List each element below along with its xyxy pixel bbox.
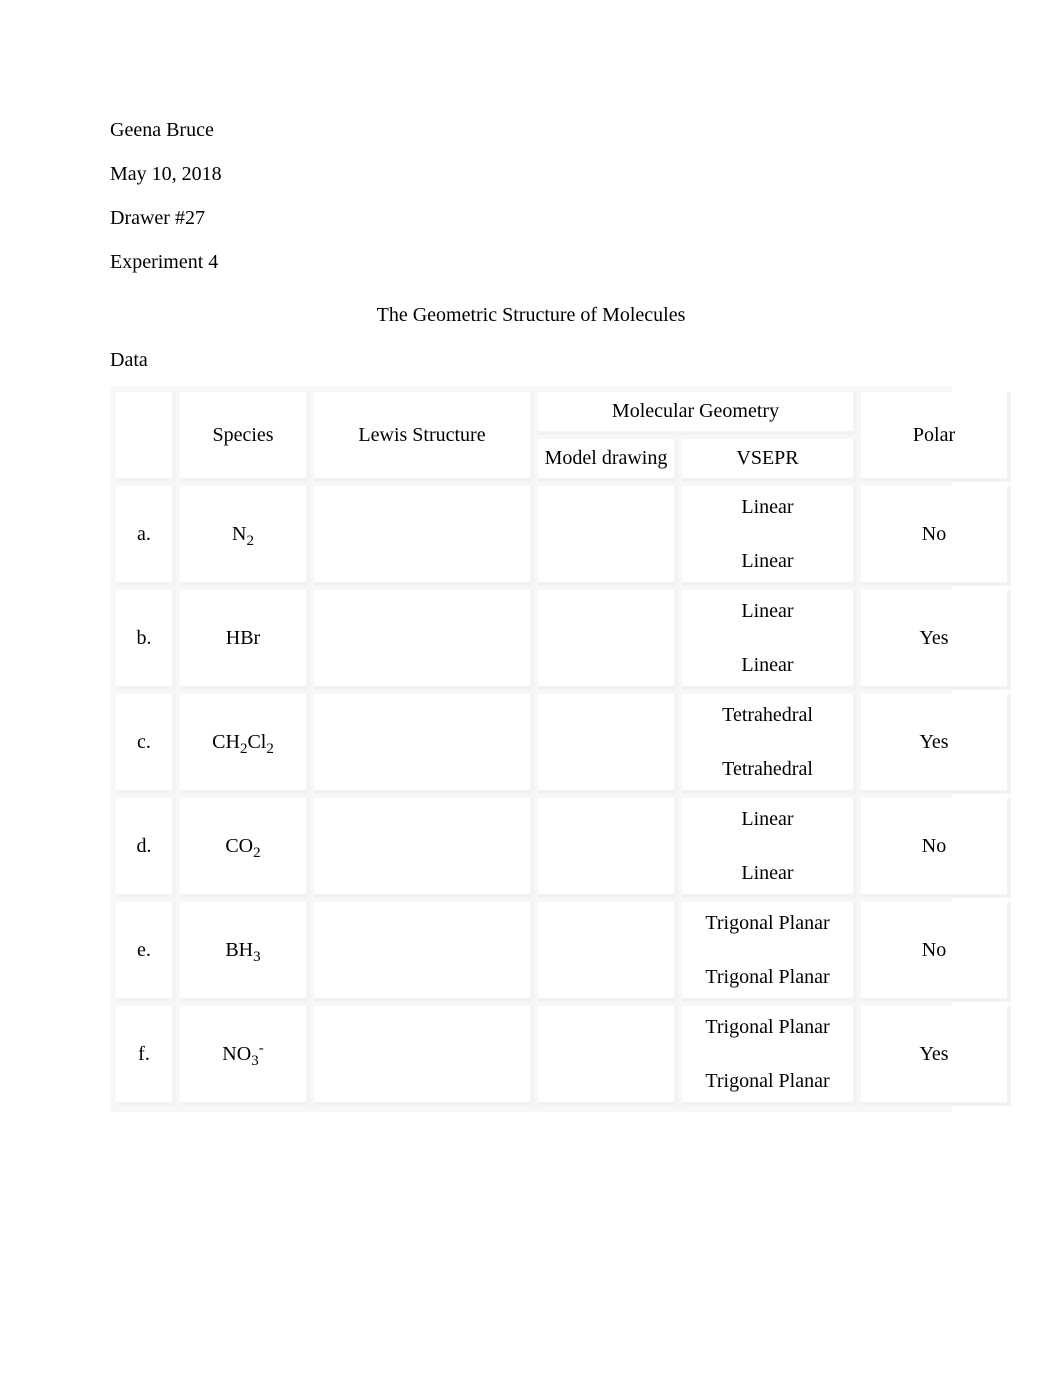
lewis-cell [314,798,534,898]
col-header-vsepr: VSEPR [682,439,857,482]
table-row: d.CO2 Linear Linear No [116,798,1011,898]
vsepr-bottom: Linear [688,652,847,678]
table-header: Species Lewis Structure Molecular Geomet… [116,392,1011,482]
polar-cell: No [861,902,1011,1002]
vsepr-cell: Linear Linear [682,590,857,690]
row-index: d. [116,798,176,898]
species-cell: BH3 [180,902,310,1002]
col-header-idx [116,392,176,482]
table-row: b.HBr Linear Linear Yes [116,590,1011,690]
vsepr-top: Linear [688,806,847,832]
vsepr-cell: Trigonal Planar Trigonal Planar [682,1006,857,1106]
data-table: Species Lewis Structure Molecular Geomet… [112,388,1015,1110]
date-line: May 10, 2018 [110,154,952,194]
polar-cell: Yes [861,1006,1011,1106]
model-cell [538,1006,678,1106]
row-index: c. [116,694,176,794]
vsepr-cell: Tetrahedral Tetrahedral [682,694,857,794]
polar-cell: Yes [861,590,1011,690]
section-heading: Data [110,349,952,372]
vsepr-cell: Linear Linear [682,798,857,898]
col-group-molecular-geometry: Molecular Geometry [538,392,857,435]
vsepr-bottom: Tetrahedral [688,756,847,782]
vsepr-top: Linear [688,494,847,520]
row-index: a. [116,486,176,586]
lewis-cell [314,486,534,586]
row-index: b. [116,590,176,690]
model-cell [538,694,678,794]
species-cell: CO2 [180,798,310,898]
experiment-line: Experiment 4 [110,242,952,282]
vsepr-top: Linear [688,598,847,624]
model-cell [538,798,678,898]
model-cell [538,902,678,1002]
species-cell: HBr [180,590,310,690]
row-index: f. [116,1006,176,1106]
table-body: a.N2LinearLinearNob.HBrLinearLinearYesc.… [116,486,1011,1106]
species-cell: N2 [180,486,310,586]
row-index: e. [116,902,176,1002]
model-cell [538,486,678,586]
col-header-polar: Polar [861,392,1011,482]
vsepr-bottom: Linear [688,860,847,886]
model-cell [538,590,678,690]
vsepr-cell: Trigonal Planar Trigonal Planar [682,902,857,1002]
vsepr-top: Trigonal Planar [688,1014,847,1040]
polar-cell: No [861,798,1011,898]
document-title: The Geometric Structure of Molecules [110,304,952,327]
vsepr-cell: Linear Linear [682,486,857,586]
vsepr-top: Trigonal Planar [688,910,847,936]
lewis-cell [314,590,534,690]
lewis-cell [314,1006,534,1106]
table-row: e.BH3 Trigonal Planar Trigonal Planar No [116,902,1011,1002]
lewis-cell [314,902,534,1002]
vsepr-bottom: Linear [688,548,847,574]
drawer-line: Drawer #27 [110,198,952,238]
col-header-model: Model drawing [538,439,678,482]
table-row: c.CH2Cl2 Tetrahedral Tetrahedral Yes [116,694,1011,794]
vsepr-bottom: Trigonal Planar [688,964,847,990]
polar-cell: No [861,486,1011,586]
table-row: f.NO3- Trigonal Planar Trigonal Planar Yes [116,1006,1011,1106]
species-cell: NO3- [180,1006,310,1106]
vsepr-top: Tetrahedral [688,702,847,728]
vsepr-bottom: Trigonal Planar [688,1068,847,1094]
table-row: a.N2 Linear Linear No [116,486,1011,586]
polar-cell: Yes [861,694,1011,794]
lewis-cell [314,694,534,794]
col-header-lewis: Lewis Structure [314,392,534,482]
document-page: Geena Bruce May 10, 2018 Drawer #27 Expe… [0,0,1062,1172]
author-line: Geena Bruce [110,110,952,150]
species-cell: CH2Cl2 [180,694,310,794]
col-header-species: Species [180,392,310,482]
data-table-wrap: Species Lewis Structure Molecular Geomet… [110,386,952,1112]
